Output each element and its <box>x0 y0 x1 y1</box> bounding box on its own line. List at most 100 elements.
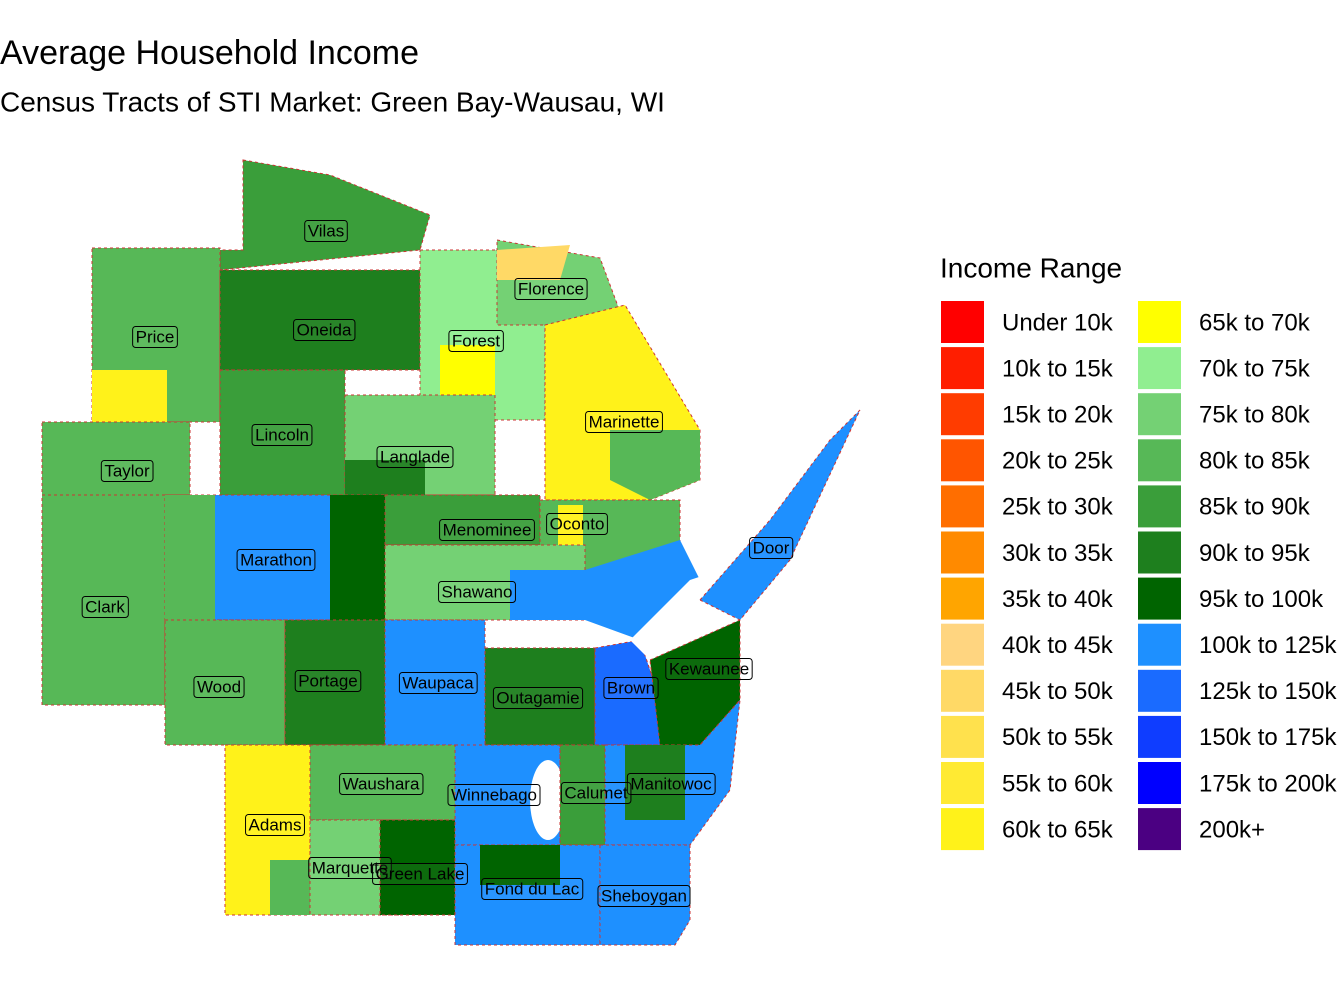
legend-swatch <box>941 669 984 712</box>
county-label: Price <box>136 327 175 346</box>
county-label-box <box>398 671 478 694</box>
legend-swatch <box>1138 393 1181 436</box>
legend-label: 200k+ <box>1199 816 1265 843</box>
legend-swatch <box>941 623 984 666</box>
county-label: Marinette <box>589 412 660 431</box>
county-label: Green Lake <box>376 864 465 883</box>
legend-label: 30k to 35k <box>1002 540 1114 567</box>
legend-label: 20k to 25k <box>1002 448 1114 475</box>
tract <box>165 495 215 620</box>
county-label: Fond du Lac <box>485 879 580 898</box>
county-label-box <box>294 669 362 692</box>
county-label: Florence <box>518 279 584 298</box>
legend-label: 65k to 70k <box>1199 309 1311 336</box>
legend-label: 50k to 55k <box>1002 724 1114 751</box>
water <box>630 570 720 660</box>
county-label-box <box>626 772 716 795</box>
county-label: Menominee <box>443 520 532 539</box>
map <box>41 159 861 946</box>
county-label: Taylor <box>104 461 150 480</box>
county-label-box <box>546 512 608 535</box>
county-label-box <box>251 423 313 446</box>
county-label-box <box>749 536 794 559</box>
county-label: Oneida <box>297 320 352 339</box>
legend-label: 55k to 60k <box>1002 770 1114 797</box>
tract <box>92 370 167 422</box>
county-shape <box>379 819 456 916</box>
tract <box>510 570 585 620</box>
county-label-box <box>492 686 584 709</box>
legend-swatch <box>941 301 984 343</box>
legend-swatch <box>941 715 984 758</box>
county-label: Sheboygan <box>601 886 687 905</box>
legend-swatch <box>941 347 984 390</box>
county-shape <box>219 269 421 371</box>
tract <box>497 245 570 280</box>
county-label-box <box>448 329 504 352</box>
tract <box>440 345 495 395</box>
legend-swatch <box>1138 762 1181 804</box>
county-label: Oconto <box>550 514 605 533</box>
legend-label: 25k to 30k <box>1002 494 1114 521</box>
county-label-box <box>560 781 632 804</box>
legend-title: Income Range <box>940 252 1122 283</box>
county-shape <box>219 369 346 496</box>
county-labels: Vilas Florence Price Oneida Forest Marinette L… <box>81 219 794 907</box>
county-label-box <box>376 445 454 468</box>
county-label-box <box>481 877 584 900</box>
county-label-box <box>132 325 178 348</box>
county-label: Vilas <box>308 221 345 240</box>
county-label-box <box>514 277 588 300</box>
county-label: Manitowoc <box>630 774 712 793</box>
county-label: Wood <box>197 677 241 696</box>
county-shape <box>41 421 191 496</box>
county-label-box <box>100 459 154 482</box>
legend-swatch <box>1138 808 1181 851</box>
tract <box>345 460 425 495</box>
county-label-box <box>665 657 753 680</box>
county-shape <box>599 844 691 946</box>
county-label: Langlade <box>380 447 450 466</box>
legend-label: 175k to 200k <box>1199 770 1337 797</box>
county-label: Winnebago <box>451 785 537 804</box>
legend-label: 100k to 125k <box>1199 632 1337 659</box>
county-shape <box>309 744 456 821</box>
county-label: Marathon <box>240 550 312 569</box>
tract <box>585 540 700 640</box>
county-label: Kewaunee <box>669 659 749 678</box>
county-label: Outagamie <box>496 688 579 707</box>
legend-label: 40k to 45k <box>1002 632 1114 659</box>
county-label-box <box>597 884 691 907</box>
legend-swatch <box>1138 623 1181 666</box>
title: Average Household Income <box>0 34 419 72</box>
legend-label: 150k to 175k <box>1199 724 1337 751</box>
county-label-box <box>293 318 356 341</box>
county-shape <box>384 619 486 746</box>
tract <box>625 745 685 820</box>
legend-swatch <box>941 485 984 528</box>
legend-label: 90k to 95k <box>1199 540 1311 567</box>
county-label: Waushara <box>343 774 420 793</box>
legend-swatch <box>941 393 984 436</box>
county-label-box <box>438 580 516 603</box>
county-shape <box>284 619 386 746</box>
legend-label: 45k to 50k <box>1002 678 1114 705</box>
county-label: Clark <box>85 597 125 616</box>
county-shape <box>559 744 606 846</box>
legend: Under 10k 10k to 15k 15k to 20k 20k to 25k 2… <box>941 301 1337 851</box>
legend-label: 10k to 15k <box>1002 355 1114 382</box>
county-label: Portage <box>298 671 358 690</box>
legend-label: 35k to 40k <box>1002 586 1114 613</box>
county-shape <box>219 159 431 271</box>
county-label: Door <box>753 538 790 557</box>
legend-swatch <box>941 762 984 804</box>
legend-label: 85k to 90k <box>1199 494 1311 521</box>
legend-swatch <box>1138 347 1181 390</box>
county-label-box <box>372 862 468 885</box>
county-shape <box>649 619 741 746</box>
legend-label: 75k to 80k <box>1199 402 1311 429</box>
legend-swatch <box>1138 715 1181 758</box>
county-label-box <box>81 595 129 618</box>
legend-swatch <box>1138 485 1181 528</box>
county-label: Adams <box>249 815 302 834</box>
